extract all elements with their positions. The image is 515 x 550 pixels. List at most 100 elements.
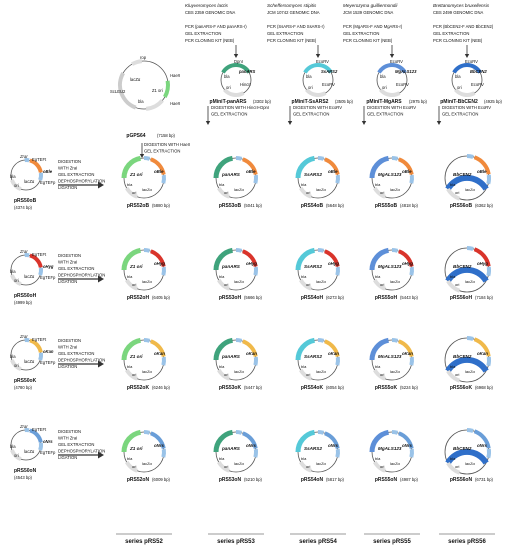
marker-label: oHyg [328, 261, 339, 266]
plasmid-feature-label: bla [10, 174, 16, 179]
digestion-step: DIGESTION WITH HincII+DpnI [211, 105, 269, 110]
egtefp-feature [253, 356, 258, 366]
plasmid-feature-label: bla [10, 444, 16, 449]
egtefp-feature [161, 448, 166, 458]
egtefp-feature [253, 174, 258, 184]
lacz-label: lacZα [142, 187, 153, 192]
egteft-feature [317, 338, 325, 343]
plasmid-name: pRS52oN [127, 477, 150, 483]
plasmid-feature-label: BbCEN2 [470, 69, 487, 74]
digestion-arrow-head [205, 121, 211, 125]
bla-feature [124, 186, 139, 199]
plasmid-size: (7184 bp) [475, 295, 494, 300]
source-cloning-step: PCR CLONING KIT (NEB) [343, 38, 393, 43]
plasmid-feature-label: ori [308, 85, 313, 90]
plasmid-feature-label: bla [138, 99, 144, 104]
source-arrow-head [389, 54, 395, 58]
plasmid-name: pRS56oN [450, 477, 473, 483]
side-step-line: WITH ZraI [58, 345, 77, 350]
series-label: series pRS56 [448, 539, 486, 545]
bla-feature [216, 368, 231, 381]
egtefp-feature [486, 448, 492, 459]
bla-label: bla [219, 182, 225, 187]
side-step-line: LIGATION [58, 455, 77, 460]
plasmid-feature-label: ScLEU2 [110, 89, 126, 94]
plasmid-feature-label: SsARS2 [321, 69, 338, 74]
source-organism: Meyerozyma guilliermondii [343, 3, 398, 8]
marker-feature [473, 155, 491, 175]
bla-label: bla [450, 456, 456, 461]
insert-label: MgALS123 [378, 172, 402, 177]
plasmid-feature-label: lacZα [24, 359, 35, 364]
plasmid-name: pRS54oK [301, 385, 324, 391]
plasmid-size: (4374 bp) [14, 205, 33, 210]
top-plasmid: EcoRV BbCEN2 EcoRV bla ori pMiniT-BbCEN2 (4925… [440, 59, 502, 117]
base-plasmid: ZraI EgTEFt oHyg EgTEFp lacZα bla ori pRS50oH(4… [10, 249, 56, 305]
source-arrow-head [315, 54, 321, 58]
marker-feature [241, 339, 258, 358]
plasmid-feature-label: bla [10, 269, 16, 274]
plasmid-feature-label: ori [457, 85, 462, 90]
bla-feature [216, 460, 231, 473]
bla-label: bla [219, 364, 225, 369]
marker-label: oBle [328, 169, 338, 174]
insert-label: Z1 ori [129, 264, 143, 269]
side-step-line: DEPHOSPHORYLATION [58, 358, 105, 363]
lacz-label: lacZα [142, 279, 153, 284]
egteft-feature [466, 336, 474, 341]
lacz-label: lacZα [390, 461, 401, 466]
insert-label: BbCEN2 [453, 354, 472, 359]
egtefp-feature [409, 266, 414, 276]
insert-label: panARS [221, 354, 241, 359]
insert-feature [377, 62, 407, 74]
source-block: Scheffersomyces stipitis JCM 10742 GENOMI… [267, 3, 325, 43]
marker-label: oKan [328, 351, 339, 356]
marker-label: oBle [477, 169, 487, 174]
digestion-arrow-head [287, 121, 293, 125]
marker-feature [397, 249, 414, 268]
plasmid-name: pRS52oB [127, 203, 150, 209]
plasmid-feature-label: lacZα [130, 77, 141, 82]
plasmid-feature-label: rop [140, 55, 147, 60]
marker-label: oHyg [154, 261, 165, 266]
plasmid-name: pMiniT-BbCEN2 [440, 99, 478, 105]
marker-label: oNrs [154, 443, 165, 448]
marker-label: oKan [246, 351, 257, 356]
insert-label: SsARS2 [304, 264, 322, 269]
plasmid-name: pRS56oH [450, 295, 473, 301]
insert-feature [295, 155, 316, 179]
insert-feature [445, 174, 489, 191]
plasmid-feature-label: ZraI [19, 424, 28, 429]
plasmid-feature-label: bla [306, 74, 312, 79]
plasmid-feature-label: Z1 ori [152, 88, 163, 93]
plasmid-feature-label: oBle [43, 169, 53, 174]
side-step-line: LIGATION [58, 364, 77, 369]
plasmid-size: (3505 bp) [335, 99, 354, 104]
digestion-step: DIGESTION WITH EcoRV [367, 105, 416, 110]
plasmid-size: (6054 bp) [326, 385, 345, 390]
ori-label: ori [455, 464, 460, 469]
marker-feature [397, 431, 414, 450]
plasmid-size: (5443 bp) [400, 295, 419, 300]
marker-label: oBle [154, 169, 164, 174]
lacz-label: lacZα [234, 461, 245, 466]
marker-label: oNrs [477, 443, 488, 448]
bla-label: bla [375, 364, 381, 369]
plasmid-feature-label: EgTEFp [40, 360, 56, 365]
bla-feature [10, 449, 22, 461]
bla-feature [216, 186, 231, 199]
plasmid-name: pRS50oH [14, 293, 37, 299]
digestion-step: GEL EXTRACTION [293, 112, 329, 117]
plasmid-size: (6273 bp) [326, 295, 345, 300]
plasmid-name: pRS55oB [375, 203, 398, 209]
ori-label: ori [224, 190, 229, 195]
side-step-line: WITH ZraI [58, 260, 77, 265]
source-organism: Brettanomyces bruxellensis [433, 3, 490, 8]
plasmid-feature-label: ori [226, 85, 231, 90]
marker-feature [397, 157, 414, 176]
bla-feature [372, 368, 387, 381]
product-plasmid: panARS oNrs lacZα bla ori pRS53oN (5210 bp) [213, 429, 263, 483]
marker-feature [29, 338, 43, 353]
